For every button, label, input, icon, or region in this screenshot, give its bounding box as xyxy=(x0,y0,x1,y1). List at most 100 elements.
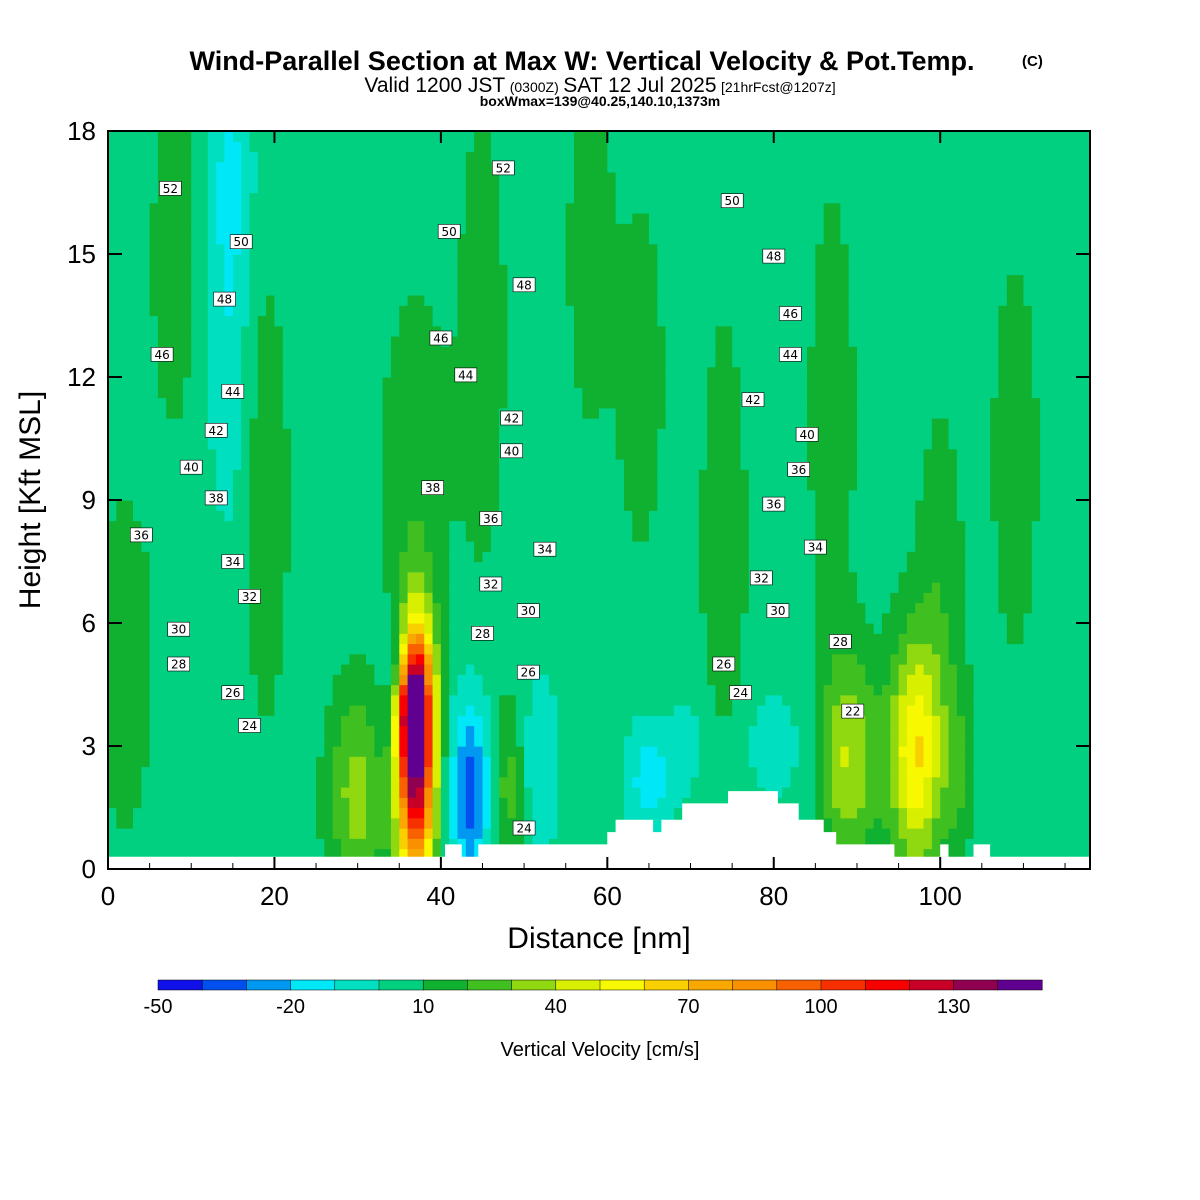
w-cell xyxy=(623,582,633,593)
w-cell xyxy=(507,541,517,552)
w-cell xyxy=(382,735,392,747)
w-cell xyxy=(507,623,517,634)
w-cell xyxy=(815,705,825,716)
w-cell xyxy=(399,756,409,768)
w-cell xyxy=(490,715,500,727)
w-cell xyxy=(1040,469,1049,481)
w-cell xyxy=(341,643,350,655)
w-cell xyxy=(657,715,667,727)
w-cell xyxy=(490,828,500,839)
w-cell xyxy=(1040,571,1049,583)
w-cell xyxy=(357,459,367,470)
w-cell xyxy=(490,438,500,450)
w-cell xyxy=(299,838,309,850)
w-cell xyxy=(707,469,717,481)
w-cell xyxy=(1048,438,1058,450)
w-cell xyxy=(415,612,425,624)
w-cell xyxy=(249,530,259,542)
w-cell xyxy=(324,438,334,450)
w-cell xyxy=(482,817,492,829)
w-cell xyxy=(266,643,276,655)
w-cell xyxy=(490,735,500,747)
w-cell xyxy=(365,715,375,727)
w-cell xyxy=(199,592,209,604)
w-cell xyxy=(341,520,350,532)
w-cell xyxy=(224,766,234,778)
w-cell xyxy=(524,448,534,460)
w-cell xyxy=(632,510,642,522)
w-cell xyxy=(940,561,950,573)
w-cell xyxy=(898,828,908,839)
w-cell xyxy=(324,592,334,604)
w-cell xyxy=(765,592,775,604)
w-cell xyxy=(1040,694,1049,706)
w-cell xyxy=(249,787,259,798)
w-cell xyxy=(399,612,409,624)
w-cell xyxy=(424,807,434,819)
w-cell xyxy=(274,807,284,819)
w-cell xyxy=(715,612,725,624)
w-cell xyxy=(956,828,966,839)
w-cell xyxy=(524,500,534,511)
w-cell xyxy=(540,725,550,737)
w-cell xyxy=(707,766,717,778)
w-cell xyxy=(557,828,567,839)
w-cell xyxy=(832,510,841,522)
w-cell xyxy=(965,766,975,778)
w-cell xyxy=(798,674,808,686)
w-cell xyxy=(474,817,484,829)
w-cell xyxy=(274,489,284,501)
w-cell xyxy=(374,735,384,747)
w-cell xyxy=(873,530,883,542)
w-cell xyxy=(382,838,392,850)
w-cell xyxy=(249,582,259,593)
w-cell xyxy=(565,438,575,450)
w-cell xyxy=(532,705,542,716)
w-cell xyxy=(407,448,417,460)
w-cell xyxy=(224,643,234,655)
w-cell xyxy=(116,448,126,460)
w-cell xyxy=(615,571,625,583)
w-cell xyxy=(365,500,375,511)
w-cell xyxy=(207,479,217,491)
w-cell xyxy=(748,746,758,757)
w-cell xyxy=(698,510,708,522)
w-cell xyxy=(499,530,509,542)
w-cell xyxy=(149,787,159,798)
w-cell xyxy=(349,694,359,706)
w-cell xyxy=(241,653,251,665)
w-cell xyxy=(266,489,276,501)
w-cell xyxy=(1048,797,1058,809)
w-cell xyxy=(474,746,484,757)
w-cell xyxy=(1073,571,1083,583)
w-cell xyxy=(490,541,500,552)
w-cell xyxy=(715,684,725,696)
w-cell xyxy=(906,500,916,511)
w-cell xyxy=(890,510,900,522)
w-cell xyxy=(182,766,192,778)
w-cell xyxy=(307,828,317,839)
w-cell xyxy=(707,653,717,665)
w-cell xyxy=(540,684,550,696)
w-cell xyxy=(1015,715,1025,727)
w-cell xyxy=(216,838,226,850)
w-cell xyxy=(1073,623,1083,634)
w-cell xyxy=(981,479,991,491)
w-cell xyxy=(657,448,667,460)
w-cell xyxy=(557,500,567,511)
w-cell xyxy=(798,705,808,716)
w-cell xyxy=(490,469,500,481)
w-cell xyxy=(390,530,400,542)
w-cell xyxy=(457,848,467,860)
w-cell xyxy=(199,602,209,614)
w-cell xyxy=(440,633,450,645)
w-cell xyxy=(732,633,742,645)
w-cell xyxy=(108,776,117,788)
w-cell xyxy=(582,571,592,583)
w-cell xyxy=(1015,694,1025,706)
w-cell xyxy=(440,469,450,481)
w-cell xyxy=(399,489,409,501)
w-cell xyxy=(557,438,567,450)
w-cell xyxy=(1056,735,1066,747)
w-cell xyxy=(998,766,1008,778)
